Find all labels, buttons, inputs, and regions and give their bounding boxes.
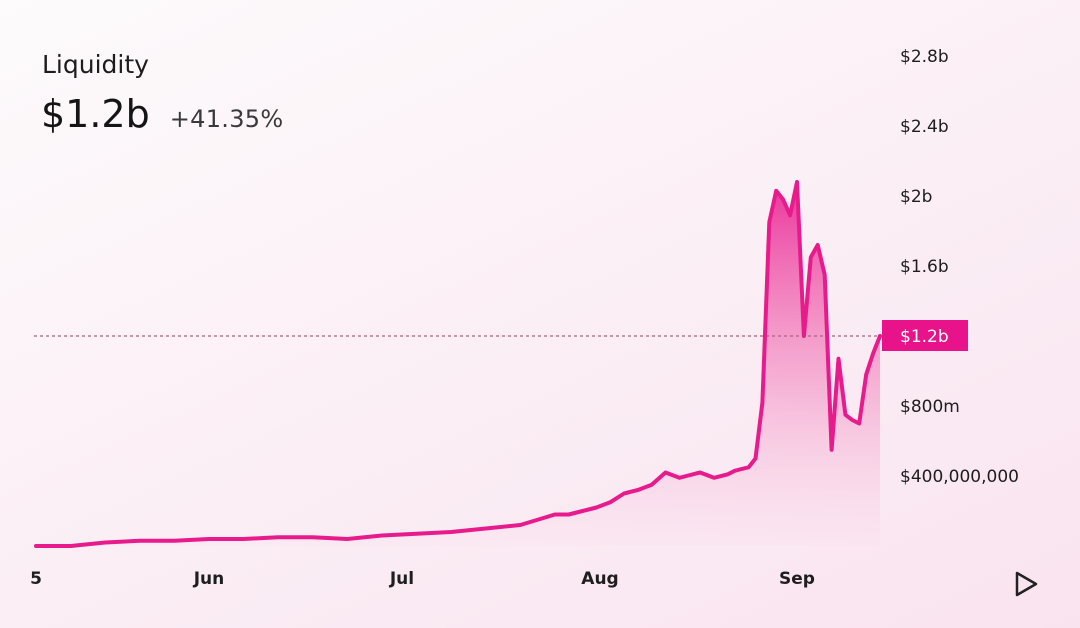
- y-tick-label: $800m: [900, 397, 960, 417]
- x-tick-label: 5: [30, 569, 42, 589]
- chart-title: Liquidity: [42, 50, 149, 79]
- y-tick-label: $2.4b: [900, 117, 949, 137]
- y-tick-label: $2.8b: [900, 47, 949, 67]
- x-tick-label: Jun: [193, 569, 225, 589]
- y-tick-label: $1.6b: [900, 257, 949, 277]
- series-line: [34, 180, 882, 548]
- x-tick-label: Jul: [389, 569, 414, 589]
- y-tick-label: $400,000,000: [900, 467, 1019, 487]
- play-button[interactable]: [1014, 570, 1040, 598]
- current-value-tag: [882, 320, 968, 351]
- y-tick-label: $2b: [900, 187, 932, 207]
- current-liquidity-value: $1.2b: [41, 92, 150, 136]
- x-tick-label: Sep: [779, 569, 815, 589]
- value-row: $1.2b +41.35%: [41, 92, 283, 136]
- series-area: [36, 182, 880, 546]
- play-icon: [1015, 571, 1038, 597]
- current-value-tag-label: $1.2b: [900, 327, 949, 347]
- change-percent: +41.35%: [169, 105, 284, 133]
- x-tick-label: Aug: [581, 569, 618, 589]
